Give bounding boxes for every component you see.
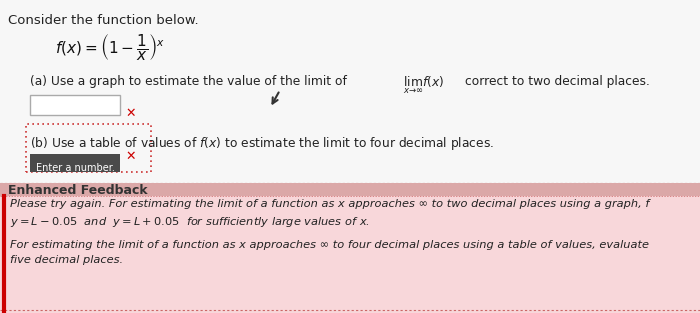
- Text: ✕: ✕: [125, 150, 136, 163]
- Text: Enhanced Feedback: Enhanced Feedback: [8, 184, 148, 197]
- Text: five decimal places.: five decimal places.: [10, 255, 123, 265]
- Text: (b) Use a table of values of $f(x)$ to estimate the limit to four decimal places: (b) Use a table of values of $f(x)$ to e…: [30, 135, 494, 152]
- Text: correct to two decimal places.: correct to two decimal places.: [465, 75, 650, 88]
- Bar: [30, 154, 120, 172]
- Text: $y = L - 0.05$  and  $y = L + 0.05$  for sufficiently large values of x.: $y = L - 0.05$ and $y = L + 0.05$ for su…: [10, 215, 370, 229]
- Text: ✕: ✕: [125, 107, 136, 120]
- Text: For estimating the limit of a function as x approaches ∞ to four decimal places : For estimating the limit of a function a…: [10, 240, 649, 250]
- Text: Please try again. For estimating the limit of a function as x approaches ∞ to tw: Please try again. For estimating the lim…: [10, 199, 650, 209]
- Bar: [30, 95, 120, 115]
- Text: (a) Use a graph to estimate the value of the limit of: (a) Use a graph to estimate the value of…: [30, 75, 347, 88]
- Bar: [0, 0, 700, 195]
- Text: Consider the function below.: Consider the function below.: [8, 14, 199, 27]
- Bar: [0, 183, 700, 196]
- Bar: [0, 196, 700, 313]
- Text: Enter a number.: Enter a number.: [36, 163, 114, 173]
- Text: $f(x) = \left(1 - \dfrac{1}{x}\right)^{x}$: $f(x) = \left(1 - \dfrac{1}{x}\right)^{x…: [55, 32, 165, 62]
- Bar: [26, 124, 151, 172]
- Text: $\lim_{x \to \infty} f(x)$: $\lim_{x \to \infty} f(x)$: [403, 75, 444, 96]
